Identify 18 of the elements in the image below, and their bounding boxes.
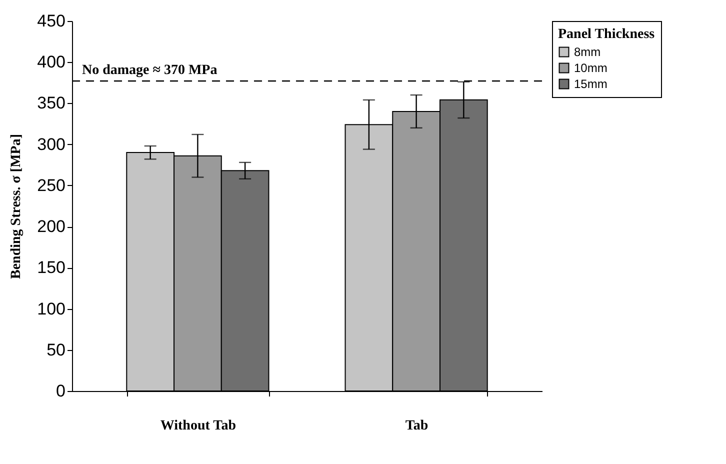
- y-axis-title: Bending Stress. σ [MPa]: [9, 134, 24, 280]
- y-tick-label: 100: [37, 299, 66, 318]
- x-tick-label: Without Tab: [160, 418, 236, 434]
- ref-line-label: No damage ≈ 370 MPa: [82, 63, 218, 78]
- y-tick-label: 400: [37, 52, 66, 72]
- y-tick-label: 0: [56, 382, 66, 400]
- legend-title: Panel Thickness: [558, 27, 656, 42]
- y-tick-label: 450: [37, 12, 66, 30]
- x-tick-label: Tab: [405, 418, 428, 434]
- legend-label: 15mm: [574, 77, 608, 91]
- legend-label: 10mm: [574, 61, 608, 75]
- y-tick-label: 150: [37, 258, 66, 278]
- y-tick-label: 250: [37, 176, 66, 195]
- y-tick-label: 300: [37, 134, 66, 154]
- y-tick-label: 200: [37, 217, 66, 236]
- y-tick-label: 350: [37, 94, 66, 113]
- legend-label: 8mm: [574, 45, 601, 59]
- y-tick-label: 50: [46, 340, 66, 360]
